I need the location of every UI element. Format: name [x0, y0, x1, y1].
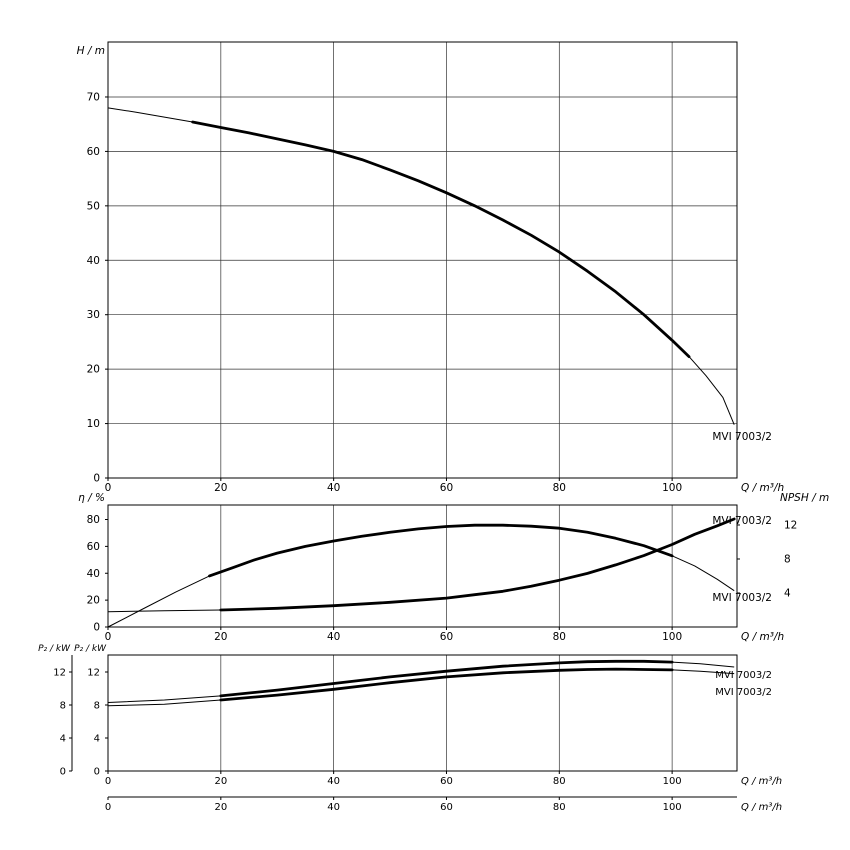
- curve-npsh-curve: [219, 517, 736, 612]
- axis-tick-label: 20: [214, 482, 227, 494]
- axis-tick-label: 60: [440, 482, 453, 494]
- axis-tick-label: 60: [440, 776, 453, 787]
- axis-tick-label: 80: [553, 802, 566, 813]
- axis-tick-label: 40: [327, 776, 340, 787]
- axis-tick-label: 40: [87, 255, 100, 267]
- axis-tick-label: 4: [60, 733, 66, 744]
- axis-tick-label: 0: [105, 802, 111, 813]
- curve-label: MVI 7003/2: [712, 431, 772, 443]
- axis-tick-label: 60: [440, 631, 453, 643]
- chart-head: 0 20 40 60 80 100 Q / m³/h 0 10 20 30 40 50 60 70 H / m…: [77, 41, 784, 494]
- curve-label: MVI 7003/2: [715, 687, 772, 698]
- axis-tick-label: 80: [87, 514, 100, 526]
- axis-tick-label: 20: [87, 595, 100, 607]
- axis-tick-label: 20: [87, 364, 100, 376]
- axis-tick-label: 4: [94, 733, 100, 744]
- axis-tick-label: 100: [662, 482, 682, 494]
- axis-tick-label: 0: [105, 776, 111, 787]
- axis-tick-label: 0: [105, 482, 112, 494]
- axis-tick-label: 0: [94, 767, 100, 778]
- x-axis-title: Q / m³/h: [741, 776, 782, 787]
- x-axis-title: Q / m³/h: [741, 482, 784, 494]
- axis-tick-label: 8: [784, 553, 791, 565]
- axis-tick-label: 12: [53, 667, 66, 678]
- curve-label: MVI 7003/2: [715, 670, 772, 681]
- y-axis-title: H / m: [77, 45, 105, 57]
- curve-p2-lower-curve: [219, 667, 674, 702]
- axis-tick-label: 0: [93, 473, 100, 485]
- axis-tick-label: 40: [327, 631, 340, 643]
- axis-tick-label: 100: [663, 802, 682, 813]
- curve-head-curve: [191, 120, 691, 358]
- axis-tick-label: 12: [87, 667, 100, 678]
- axis-tick-label: 60: [440, 802, 453, 813]
- curve-p2-upper-curve: [219, 659, 674, 698]
- axis-tick-label: 20: [214, 631, 227, 643]
- axis-tick-label: 70: [87, 91, 100, 103]
- axis-tick-label: 100: [662, 631, 682, 643]
- axis-tick-label: 0: [105, 631, 112, 643]
- axis-tick-label: 0: [60, 767, 66, 778]
- curve-label: MVI 7003/2: [712, 515, 772, 527]
- x-axis-title: Q / m³/h: [741, 631, 784, 643]
- axis-tick-label: 60: [87, 146, 100, 158]
- secondary-x-axis-title: Q / m³/h: [741, 802, 782, 813]
- axis-tick-label: 40: [327, 802, 340, 813]
- curve-npsh-curve-thin: [107, 518, 735, 613]
- outer-y-axis-title: P₂ / kW: [38, 644, 71, 654]
- axis-tick-label: 80: [553, 631, 566, 643]
- plot-frame: [107, 654, 738, 772]
- axis-tick-label: 20: [214, 802, 227, 813]
- right-y-axis-title: NPSH / m: [780, 492, 829, 504]
- axis-tick-label: 60: [87, 541, 100, 553]
- axis-tick-label: 40: [327, 482, 340, 494]
- y-axis-title: η / %: [78, 492, 105, 504]
- axis-tick-label: 80: [553, 776, 566, 787]
- axis-tick-label: 4: [784, 587, 791, 599]
- axis-tick-label: 50: [87, 200, 100, 212]
- axis-tick-label: 40: [87, 568, 100, 580]
- axis-tick-label: 80: [553, 482, 566, 494]
- chart-efficiency-npsh: 0 20 40 60 80 100 Q / m³/h 0 20 40 60 80 η / % 4 8 12 NP…: [78, 492, 829, 643]
- axis-tick-label: 30: [87, 309, 100, 321]
- curve-efficiency-curve: [208, 523, 674, 578]
- axis-tick-label: 8: [60, 700, 66, 711]
- axis-tick-label: 100: [663, 776, 682, 787]
- curve-head-curve-thin: [107, 107, 735, 425]
- y-axis-title: P₂ / kW: [74, 644, 107, 654]
- curve-p2-upper-curve-thin: [107, 660, 735, 703]
- axis-tick-label: 12: [784, 519, 797, 531]
- axis-tick-label: 10: [87, 418, 100, 430]
- axis-tick-label: 0: [93, 622, 100, 634]
- curve-label: MVI 7003/2: [712, 592, 772, 604]
- plot-frame: [107, 504, 738, 628]
- axis-tick-label: 20: [214, 776, 227, 787]
- axis-tick-label: 8: [94, 700, 100, 711]
- curve-efficiency-curve-thin: [107, 524, 735, 628]
- chart-power: 0 20 40 60 80 100 Q / m³/h 0 4 8 12 P₂ / kW 0 4 8 12 P₂ …: [38, 644, 782, 813]
